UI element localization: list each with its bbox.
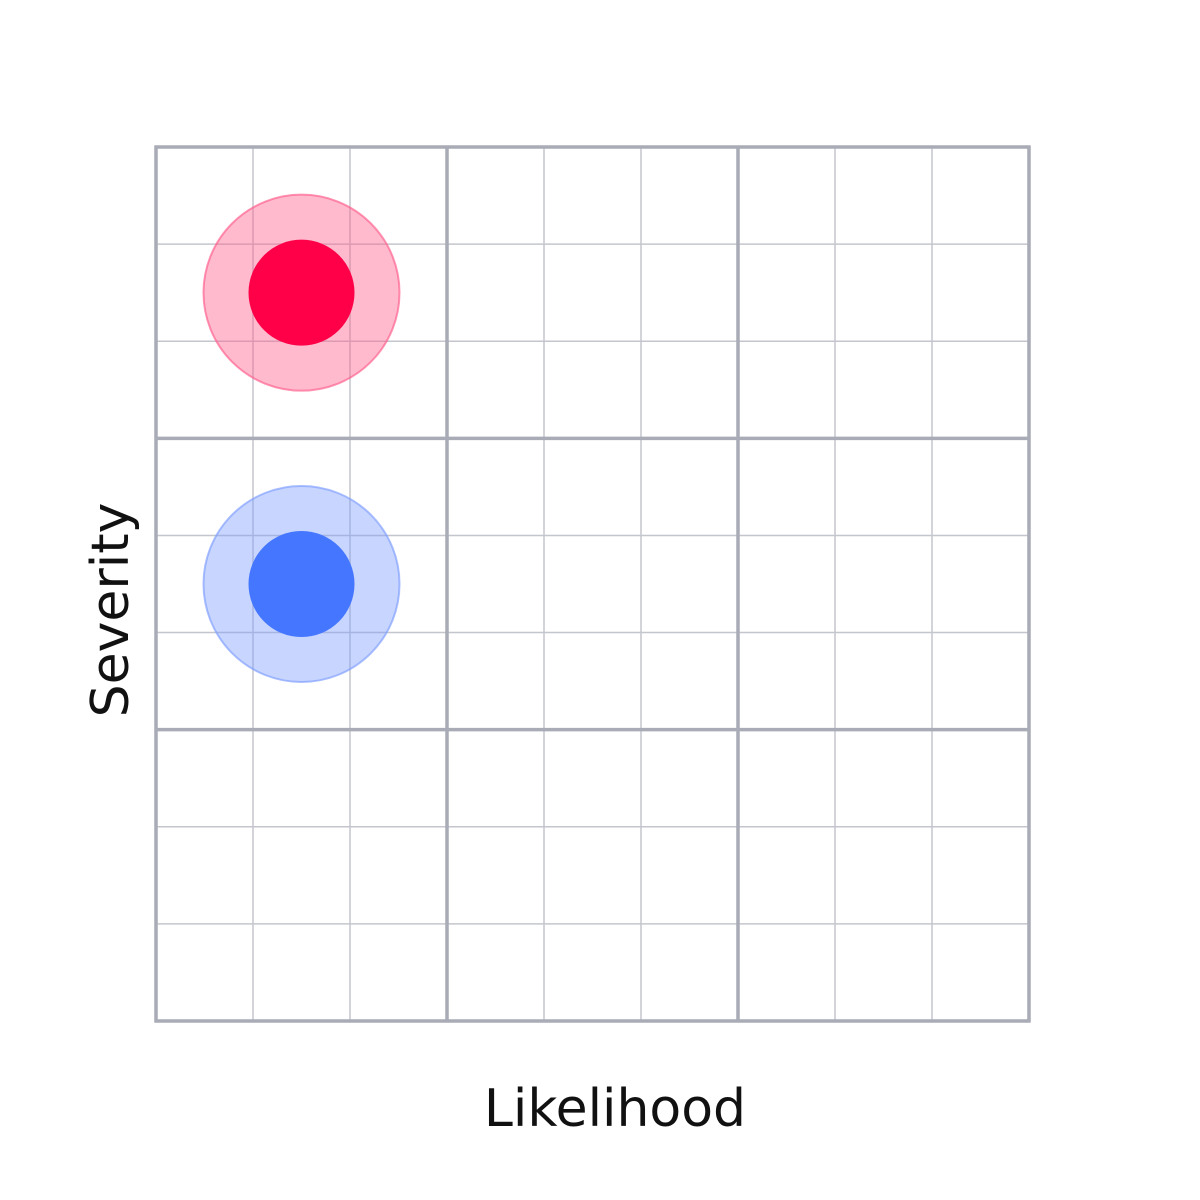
data-point (248, 239, 355, 346)
y-axis-label: Severity (81, 503, 141, 718)
data-points (202, 193, 401, 683)
data-point (248, 531, 355, 637)
x-axis-label: Likelihood (484, 1079, 746, 1139)
major-grid (154, 145, 1031, 1023)
